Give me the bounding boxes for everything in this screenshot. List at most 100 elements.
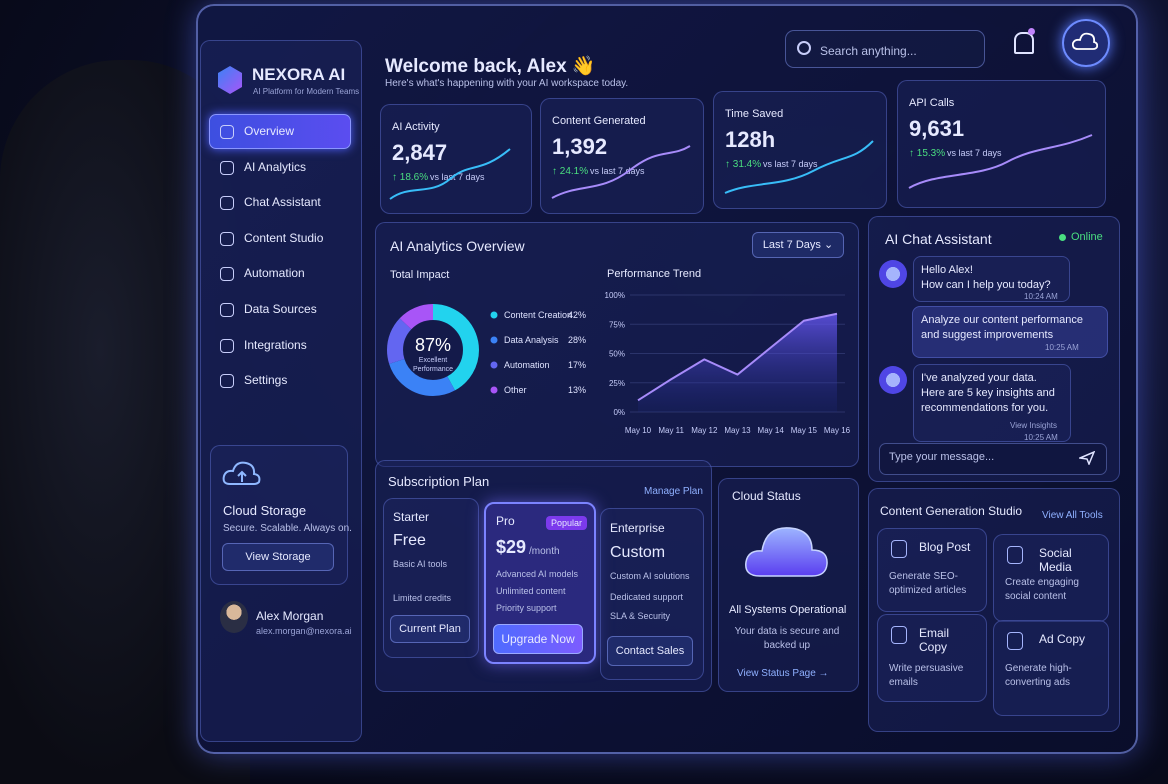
nav-item[interactable]: Automation: [244, 266, 305, 281]
plan-feature: Priority support: [496, 603, 557, 613]
stat-label: Content Generated: [552, 115, 646, 127]
nav-icon: [220, 267, 234, 282]
subscription-title: Subscription Plan: [388, 474, 490, 489]
bot-avatar: [879, 366, 907, 394]
plan-name: Pro: [496, 514, 515, 528]
notification-bell[interactable]: [1014, 32, 1034, 54]
stat-card: [897, 80, 1106, 208]
contact-sales-button[interactable]: Contact Sales: [607, 636, 693, 666]
nav-active-bg: [209, 114, 351, 149]
upgrade-button[interactable]: Upgrade Now: [493, 624, 583, 654]
range-select[interactable]: Last 7 Days ⌄: [752, 232, 844, 258]
nav-icon: [220, 160, 234, 175]
stat-period: vs last 7 days: [590, 166, 645, 176]
plan-name: Starter: [393, 510, 430, 524]
pie-center: [404, 321, 462, 379]
center-label: 87%: [415, 335, 451, 355]
search-icon: [797, 41, 811, 55]
nav-item[interactable]: Settings: [244, 373, 288, 388]
nav-icon: [220, 231, 234, 246]
stat-label: Time Saved: [725, 108, 784, 120]
line-area: [638, 313, 837, 412]
tool-card[interactable]: [877, 528, 987, 612]
legend-dot: [490, 361, 498, 369]
legend-label: Content Creation: [504, 310, 572, 320]
stat-value: 9,631: [909, 116, 965, 141]
chat-title: AI Chat Assistant: [885, 231, 992, 247]
x-tick-label: May 11: [658, 426, 684, 435]
user-name: Alex Morgan: [256, 609, 324, 623]
cloud-status-panel: [718, 478, 859, 692]
stat-period: vs last 7 days: [430, 172, 485, 182]
tool-icon: [891, 626, 907, 644]
plan-feature: Limited credits: [393, 593, 452, 603]
value-label: 42%: [568, 310, 586, 320]
plan-feature: Advanced AI models: [496, 569, 579, 579]
cloud-icon: [222, 461, 261, 485]
pie-segment: [387, 304, 479, 396]
y-tick-label: 0%: [613, 408, 625, 417]
stat-card: [380, 104, 532, 214]
legend-label: Automation: [504, 360, 550, 370]
tool-text: Generate SEO-optimized articles: [889, 571, 967, 596]
tool-card[interactable]: [993, 620, 1109, 716]
plan-feature: Dedicated support: [610, 592, 684, 602]
nav-item[interactable]: AI Analytics: [244, 159, 307, 174]
online-dot: [1059, 234, 1066, 241]
view-storage-button[interactable]: View Storage: [222, 543, 334, 571]
send-icon[interactable]: [1079, 451, 1095, 465]
current-plan-button[interactable]: Current Plan: [390, 615, 470, 643]
view-all-tools-link[interactable]: View All Tools: [1042, 510, 1103, 521]
dashboard-screen: [196, 4, 1138, 754]
plan-badge: Popular: [546, 516, 588, 530]
stat-change: 18.6%: [392, 172, 428, 183]
line-chart: Performance Trend 0% 25% 50% 75% 100% May 10 Ma…: [605, 268, 851, 435]
bot-message: [913, 256, 1070, 302]
plan-price: Custom: [610, 544, 666, 561]
stat-change: 31.4%: [725, 159, 761, 170]
message-text: Hello Alex! How can I help you today?: [921, 264, 1051, 291]
range-label: Last 7 Days: [762, 239, 821, 251]
nav-item[interactable]: Chat Assistant: [244, 195, 321, 210]
message-text: Analyze our content performance and sugg…: [921, 314, 1084, 341]
chat-status: Online: [1071, 231, 1103, 243]
legend-label: Data Analysis: [504, 335, 559, 345]
tool-card[interactable]: [877, 614, 987, 702]
nav-icon: [220, 374, 234, 389]
nav-item[interactable]: Integrations: [244, 337, 307, 352]
plan-name: Enterprise: [610, 521, 665, 535]
value-label: 17%: [568, 360, 586, 370]
cloud-status-text: Your data is secure and backed up: [734, 626, 840, 651]
plan-period: /month: [529, 546, 560, 557]
legend-dot: [490, 311, 498, 319]
tool-card[interactable]: [993, 534, 1109, 622]
storage-text: Secure. Scalable. Always on.: [223, 523, 352, 534]
cloud-button[interactable]: [1062, 19, 1110, 67]
sparkline: [908, 134, 1093, 189]
stat-period: vs last 7 days: [763, 159, 818, 169]
cloud-button-icon: [1072, 32, 1098, 50]
tool-name: Social Media: [1039, 546, 1072, 574]
plan-price: $29: [496, 537, 527, 557]
x-tick-label: May 15: [791, 426, 818, 435]
sparkline: [389, 148, 511, 200]
nav-item[interactable]: Content Studio: [244, 230, 324, 245]
nav-item[interactable]: Data Sources: [244, 302, 317, 316]
status-page-link[interactable]: View Status Page →: [737, 668, 829, 679]
cloud-status-title: Cloud Status: [732, 489, 801, 503]
center-sublabel: Excellent: [419, 357, 447, 364]
x-tick-label: May 16: [824, 426, 851, 435]
chat-input[interactable]: [879, 443, 1107, 475]
search-box[interactable]: [785, 30, 985, 68]
plan-feature: SLA & Security: [610, 611, 671, 621]
tool-icon: [891, 540, 907, 558]
plan-price: Free: [393, 532, 426, 549]
sparkline-path: [551, 145, 691, 199]
stat-change: 15.3%: [909, 148, 945, 159]
nav-item[interactable]: Overview: [244, 124, 295, 138]
insights-link[interactable]: View Insights: [1010, 421, 1057, 430]
manage-plan-link[interactable]: Manage Plan: [644, 486, 703, 497]
stat-card: [713, 91, 887, 209]
chat-input-placeholder: Type your message...: [889, 451, 995, 463]
